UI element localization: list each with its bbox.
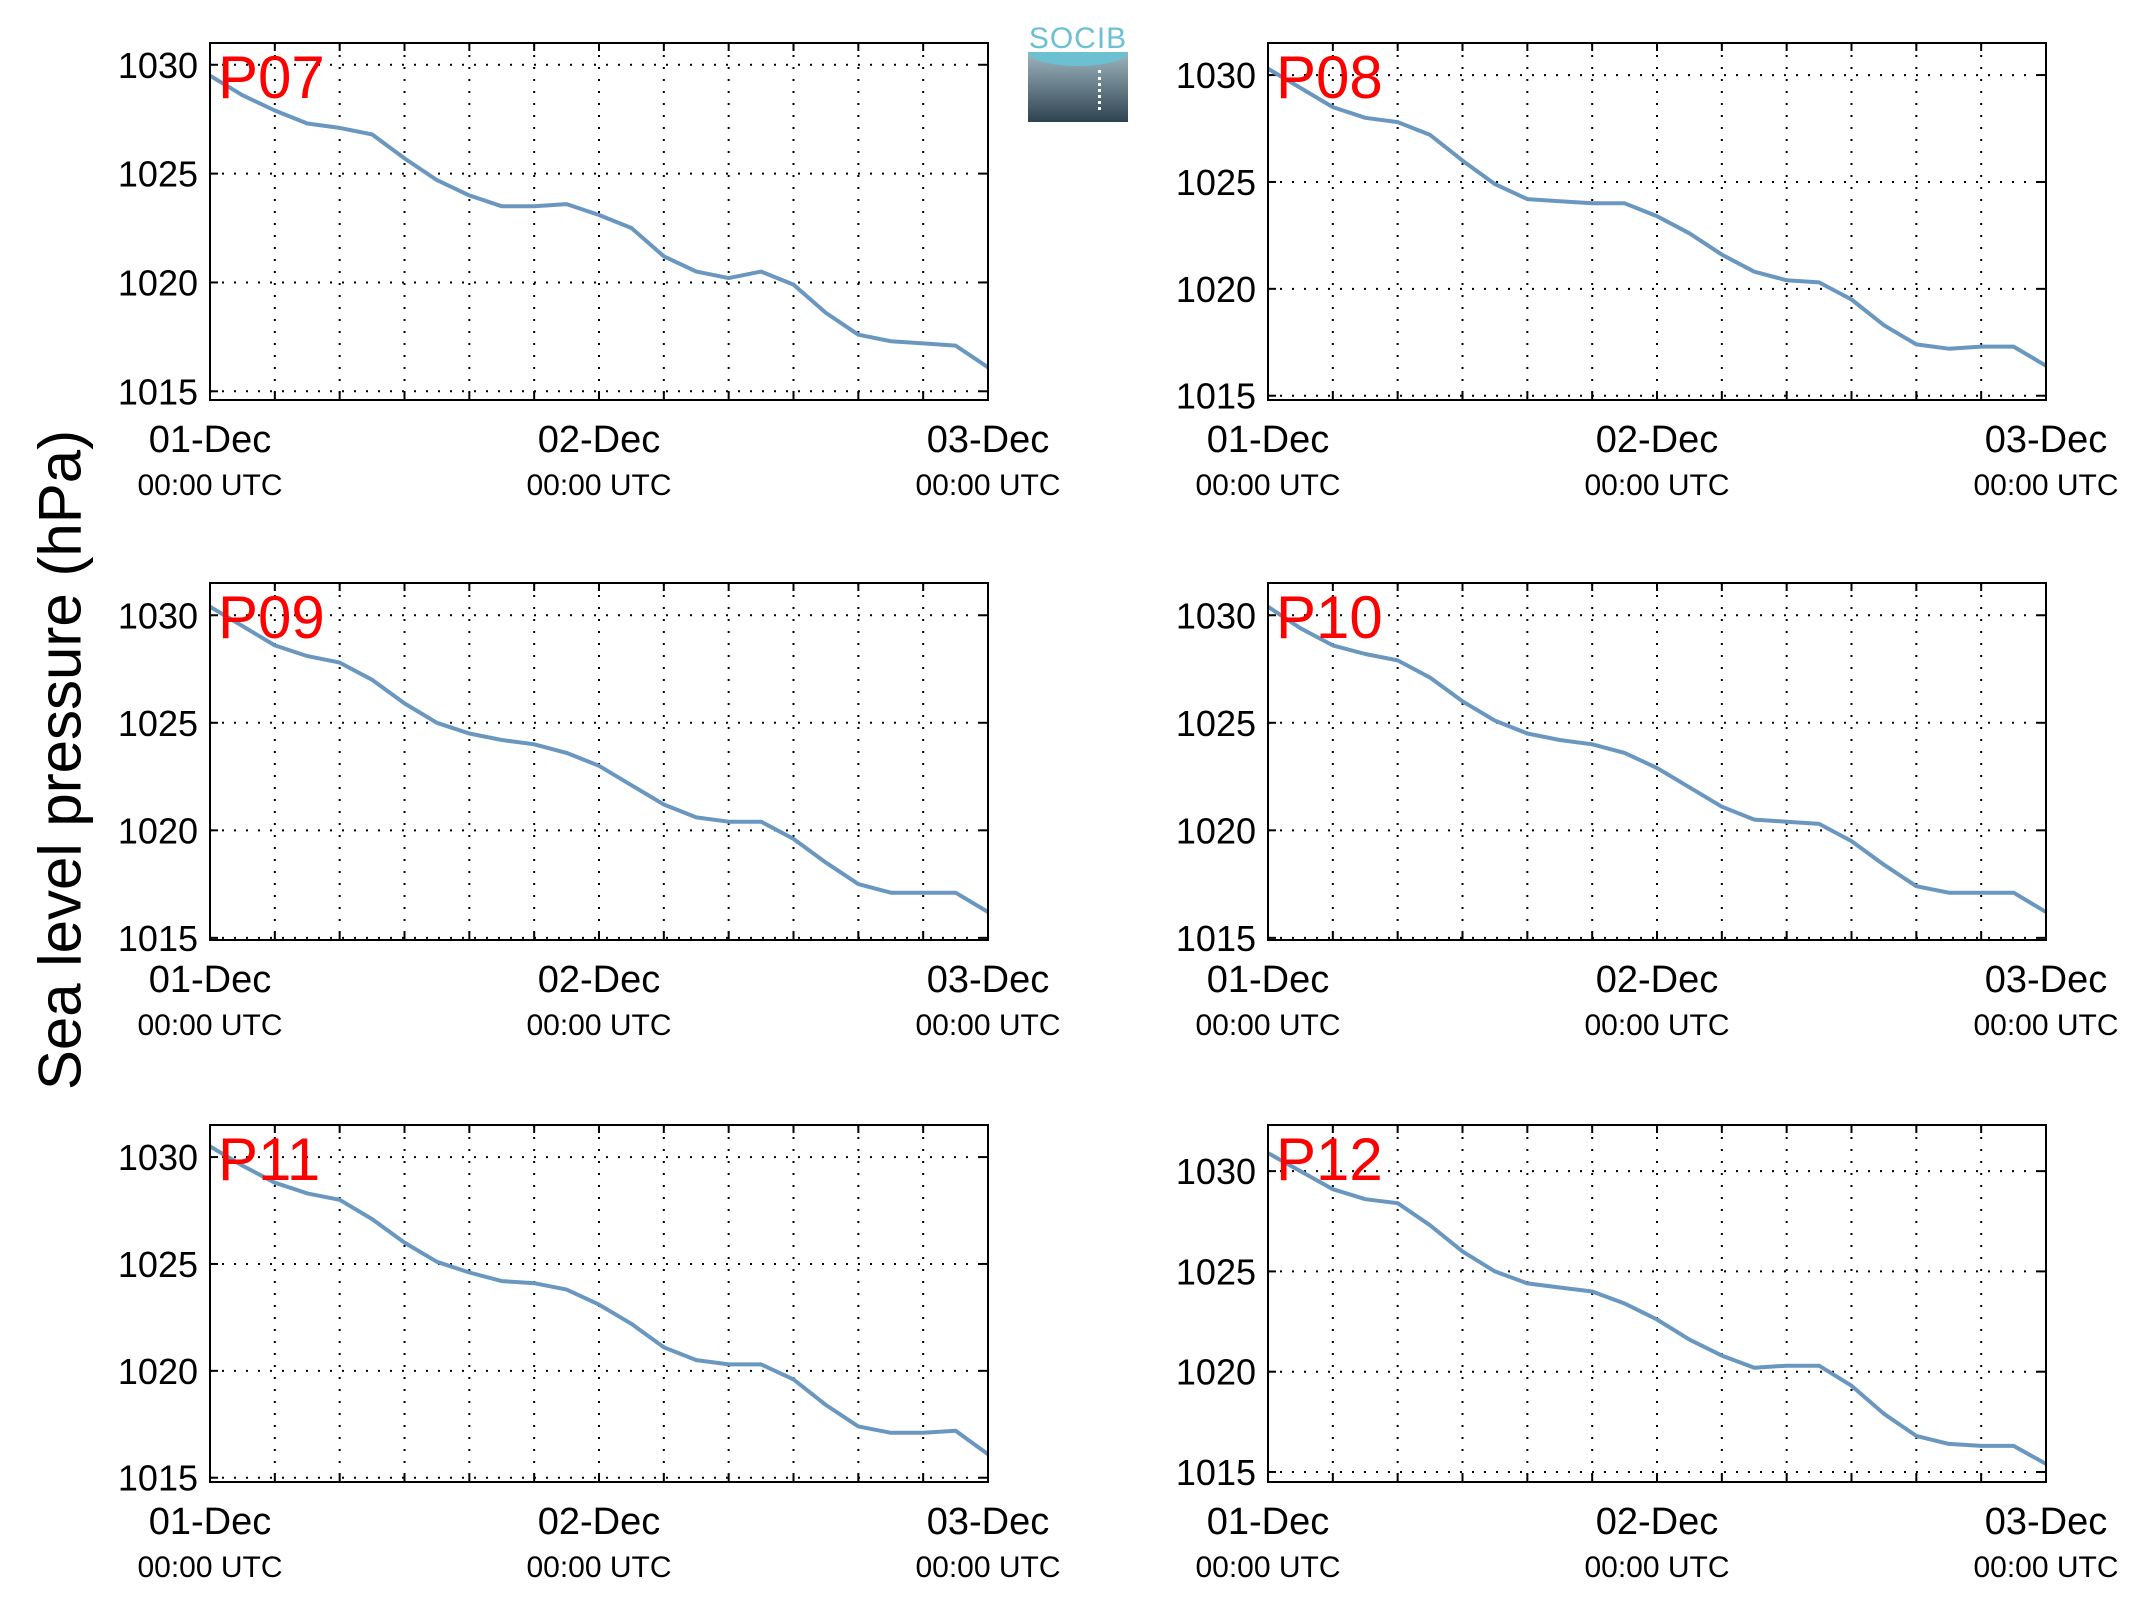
y-tick-label: 1020 <box>1176 269 1256 310</box>
x-tick-sublabel: 00:00 UTC <box>526 1009 671 1042</box>
series-line <box>208 604 990 914</box>
x-tick-sublabel: 00:00 UTC <box>1973 1009 2118 1042</box>
panel-p07: 1015 1020 1025 1030 01-Dec 00:00 UTC 02-Dec 00:… <box>118 42 1061 502</box>
panel-p10: 1015 1020 1025 1030 01-Dec 00:00 UTC 02-Dec 00:… <box>1176 582 2119 1042</box>
y-tick-label: 1020 <box>118 1351 198 1392</box>
x-tick-sublabel: 00:00 UTC <box>1195 1009 1340 1042</box>
x-tick-label: 01-Dec <box>1207 1501 1330 1543</box>
series-line <box>1266 66 2048 368</box>
axes-frame <box>209 1124 989 1483</box>
y-tick-label: 1015 <box>118 1458 198 1499</box>
x-tick-sublabel: 00:00 UTC <box>1584 469 1729 502</box>
x-tick-label: 01-Dec <box>149 1501 272 1543</box>
y-tick-label: 1030 <box>118 595 198 636</box>
y-tick-label: 1015 <box>118 371 198 412</box>
x-tick-label: 03-Dec <box>1985 959 2108 1001</box>
y-tick-label: 1025 <box>1176 703 1256 744</box>
x-tick-sublabel: 00:00 UTC <box>1584 1009 1729 1042</box>
y-tick-label: 1025 <box>1176 1251 1256 1292</box>
x-tick-label: 01-Dec <box>1207 419 1330 461</box>
axes-frame <box>209 582 989 941</box>
y-tick-label: 1020 <box>1176 1352 1256 1393</box>
panel-p12: 1015 1020 1025 1030 01-Dec 00:00 UTC 02-Dec 00:… <box>1176 1124 2119 1584</box>
axes-frame <box>1267 42 2047 401</box>
x-tick-sublabel: 00:00 UTC <box>526 1551 671 1584</box>
panel-p09: 1015 1020 1025 1030 01-Dec 00:00 UTC 02-Dec 00:… <box>118 582 1061 1042</box>
y-tick-label: 1020 <box>118 810 198 851</box>
x-tick-sublabel: 00:00 UTC <box>1195 469 1340 502</box>
panel-title: P11 <box>218 1126 320 1193</box>
y-tick-label: 1025 <box>118 703 198 744</box>
y-tick-label: 1015 <box>118 918 198 959</box>
x-tick-label: 02-Dec <box>1596 419 1719 461</box>
y-tick-label: 1030 <box>118 1137 198 1178</box>
y-tick-label: 1030 <box>1176 55 1256 96</box>
socib-logo: SOCIB <box>1028 22 1128 122</box>
x-tick-sublabel: 00:00 UTC <box>915 469 1060 502</box>
panel-title: P07 <box>218 44 325 111</box>
x-tick-label: 01-Dec <box>149 959 272 1001</box>
x-tick-label: 03-Dec <box>927 419 1050 461</box>
x-tick-label: 01-Dec <box>149 419 272 461</box>
x-tick-label: 03-Dec <box>927 959 1050 1001</box>
y-tick-label: 1015 <box>1176 1452 1256 1493</box>
x-tick-label: 01-Dec <box>1207 959 1330 1001</box>
axes-frame <box>209 42 989 401</box>
x-tick-sublabel: 00:00 UTC <box>137 1551 282 1584</box>
y-axis-title: Sea level pressure (hPa) <box>26 429 94 1091</box>
panel-title: P12 <box>1276 1126 1383 1193</box>
y-tick-label: 1015 <box>1176 376 1256 417</box>
x-tick-label: 02-Dec <box>538 1501 661 1543</box>
panel-title: P10 <box>1276 584 1383 651</box>
logo-text: SOCIB <box>1028 22 1128 55</box>
y-tick-label: 1020 <box>118 262 198 303</box>
x-tick-label: 02-Dec <box>1596 959 1719 1001</box>
axes-frame <box>1267 1124 2047 1483</box>
series-line <box>208 73 990 369</box>
x-tick-sublabel: 00:00 UTC <box>137 469 282 502</box>
x-tick-label: 03-Dec <box>1985 419 2108 461</box>
logo-icon <box>1028 52 1128 122</box>
x-tick-sublabel: 00:00 UTC <box>137 1009 282 1042</box>
panel-title: P08 <box>1276 44 1383 111</box>
x-tick-sublabel: 00:00 UTC <box>1973 1551 2118 1584</box>
y-tick-label: 1025 <box>118 1244 198 1285</box>
x-tick-sublabel: 00:00 UTC <box>1195 1551 1340 1584</box>
x-tick-label: 02-Dec <box>538 959 661 1001</box>
panel-title: P09 <box>218 584 325 651</box>
panel-p08: 1015 1020 1025 1030 01-Dec 00:00 UTC 02-Dec 00:… <box>1176 42 2119 502</box>
series-line <box>1267 1151 2047 1466</box>
y-tick-label: 1030 <box>118 45 198 86</box>
x-tick-sublabel: 00:00 UTC <box>1584 1551 1729 1584</box>
x-tick-label: 02-Dec <box>1596 1501 1719 1543</box>
y-tick-label: 1025 <box>1176 162 1256 203</box>
series-line <box>1266 605 2048 914</box>
axes-frame <box>1267 582 2047 941</box>
series-line <box>208 1144 990 1456</box>
x-tick-label: 03-Dec <box>1985 1501 2108 1543</box>
x-tick-sublabel: 00:00 UTC <box>915 1009 1060 1042</box>
y-tick-label: 1015 <box>1176 918 1256 959</box>
x-tick-sublabel: 00:00 UTC <box>915 1551 1060 1584</box>
x-tick-label: 03-Dec <box>927 1501 1050 1543</box>
y-tick-label: 1020 <box>1176 810 1256 851</box>
panel-p11: 1015 1020 1025 1030 01-Dec 00:00 UTC 02-Dec 00:… <box>118 1124 1061 1584</box>
y-tick-label: 1030 <box>1176 1151 1256 1192</box>
x-tick-sublabel: 00:00 UTC <box>1973 469 2118 502</box>
x-tick-label: 02-Dec <box>538 419 661 461</box>
x-tick-sublabel: 00:00 UTC <box>526 469 671 502</box>
y-tick-label: 1030 <box>1176 595 1256 636</box>
y-tick-label: 1025 <box>118 154 198 195</box>
